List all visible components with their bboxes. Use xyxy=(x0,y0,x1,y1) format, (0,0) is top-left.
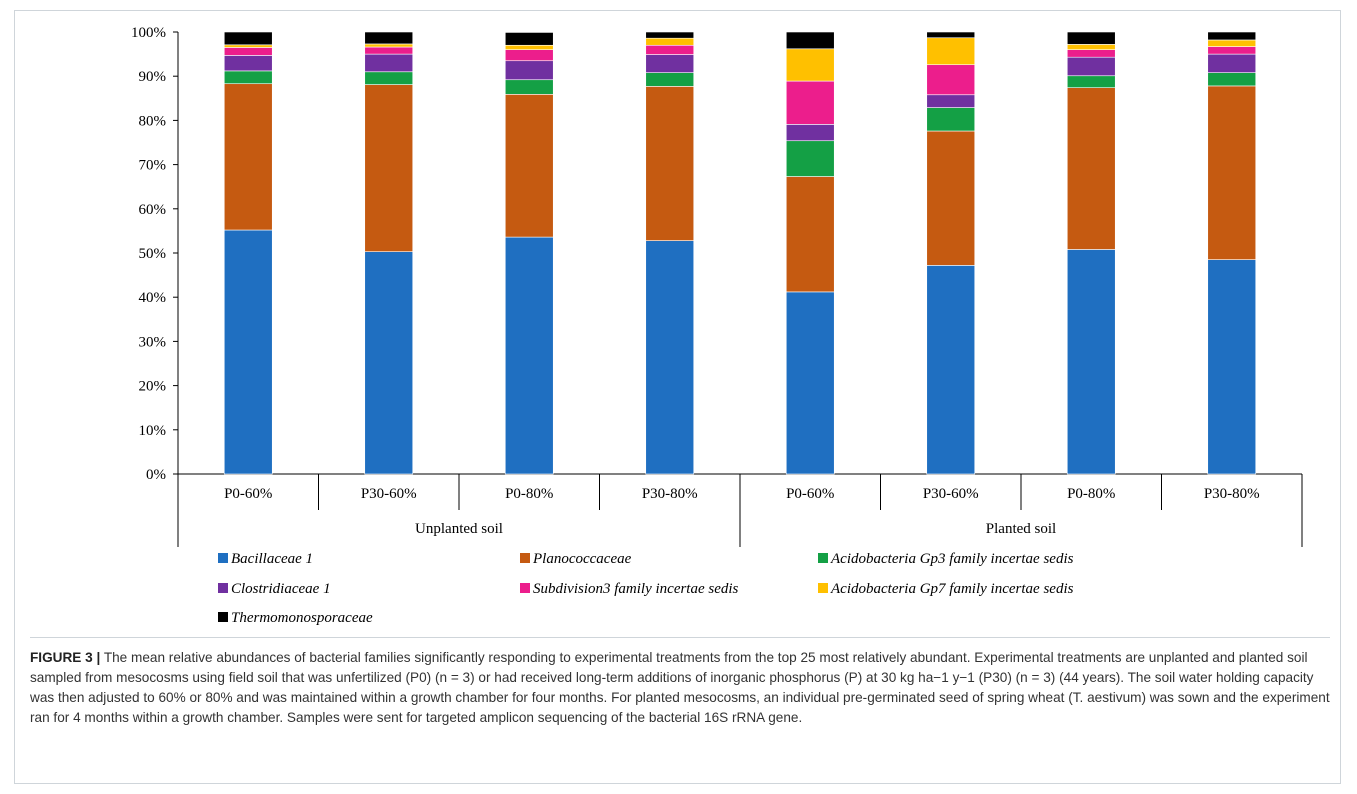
legend-label: Acidobacteria Gp7 family incertae sedis xyxy=(830,581,1074,597)
bar-segment xyxy=(926,265,976,475)
y-tick-label: 100% xyxy=(131,25,166,41)
legend-label: Clostridiaceae 1 xyxy=(231,581,331,597)
y-tick-label: 40% xyxy=(139,290,167,306)
bar-segment xyxy=(1207,39,1257,47)
bar-segment xyxy=(504,32,554,46)
bar-segment xyxy=(785,48,835,82)
y-tick-label: 80% xyxy=(139,113,167,129)
bar-segment xyxy=(223,70,273,85)
y-tick-label: 70% xyxy=(139,158,167,174)
bar-segment xyxy=(364,46,414,55)
bar-segment xyxy=(504,44,554,50)
figure-caption: FIGURE 3 | The mean relative abundances … xyxy=(30,637,1330,728)
bar-segment xyxy=(223,55,273,72)
bar-segment xyxy=(1066,87,1116,250)
bar-segment xyxy=(785,176,835,293)
bar-segment xyxy=(364,251,414,475)
legend-label: Thermomonosporaceae xyxy=(231,610,373,626)
bar-segment xyxy=(223,31,273,46)
bar-segment xyxy=(645,37,695,46)
stacked-bar-chart: 0% 10% 20% 30% 40% 50% 60% 70% 80% 90% 100% P0-60% P… xyxy=(131,25,1303,626)
bar-segment xyxy=(645,240,695,475)
y-tick-label: 10% xyxy=(139,423,167,439)
legend-label: Acidobacteria Gp3 family incertae sedis xyxy=(830,551,1074,567)
bar-segment xyxy=(645,54,695,73)
legend-swatch xyxy=(818,553,828,563)
bar-segment xyxy=(1207,85,1257,260)
y-tick-label: 60% xyxy=(139,202,167,218)
bar-segment xyxy=(926,107,976,132)
bar-segment xyxy=(364,31,414,45)
bar-segment xyxy=(504,60,554,81)
legend-swatch xyxy=(218,583,228,593)
y-tick-label: 0% xyxy=(146,467,166,483)
y-tick-label: 50% xyxy=(139,246,167,262)
bar-segment xyxy=(926,130,976,266)
x-tick-label: P30-80% xyxy=(1204,486,1260,502)
bar-segment xyxy=(504,236,554,475)
legend-swatch xyxy=(520,553,530,563)
bar-segment xyxy=(645,31,695,39)
bar-segment xyxy=(364,53,414,73)
legend-swatch xyxy=(218,612,228,622)
bar-segment xyxy=(504,79,554,95)
x-tick-label: P0-60% xyxy=(786,486,834,502)
bar-segment xyxy=(1066,56,1116,77)
bar-segment xyxy=(223,229,273,475)
bar-segment xyxy=(223,44,273,48)
legend-swatch xyxy=(520,583,530,593)
bar-segment xyxy=(1066,249,1116,475)
x-tick-label: P0-80% xyxy=(1067,486,1115,502)
bar-segment xyxy=(364,43,414,48)
bar-segment xyxy=(1066,75,1116,88)
caption-text: The mean relative abundances of bacteria… xyxy=(30,650,1330,725)
y-tick-label: 20% xyxy=(139,379,167,395)
figure-label: FIGURE 3 | xyxy=(30,650,101,665)
bar-segment xyxy=(785,140,835,177)
group-label: Planted soil xyxy=(986,521,1056,537)
bar-segment xyxy=(504,94,554,238)
bar-segment xyxy=(785,124,835,142)
bar-segment xyxy=(645,44,695,55)
x-tick-label: P30-80% xyxy=(642,486,698,502)
bar-segment xyxy=(223,47,273,56)
bar-segment xyxy=(785,291,835,475)
legend-label: Bacillaceae 1 xyxy=(231,551,313,567)
y-tick-label: 90% xyxy=(139,69,167,85)
bar-segment xyxy=(785,31,835,50)
bar-segment xyxy=(1066,49,1116,58)
x-tick-label: P0-80% xyxy=(505,486,553,502)
bar-segment xyxy=(645,86,695,241)
bar-segment xyxy=(645,72,695,87)
legend-swatch xyxy=(818,583,828,593)
x-tick-label: P0-60% xyxy=(224,486,272,502)
bar-segment xyxy=(1207,46,1257,55)
group-label: Unplanted soil xyxy=(415,521,503,537)
bar-segment xyxy=(364,84,414,252)
bar-segment xyxy=(926,37,976,66)
bar-segment xyxy=(1207,259,1257,475)
bar-segment xyxy=(1207,53,1257,73)
y-tick-label: 30% xyxy=(139,334,167,350)
bar-segment xyxy=(926,31,976,39)
bar-segment xyxy=(1207,72,1257,87)
bar-segment xyxy=(1066,31,1116,45)
bar-segment xyxy=(364,71,414,85)
bar-segment xyxy=(785,80,835,125)
legend-label: Subdivision3 family incertae sedis xyxy=(533,581,739,597)
x-tick-label: P30-60% xyxy=(361,486,417,502)
bar-segment xyxy=(504,49,554,62)
legend-label: Planococcaceae xyxy=(532,551,632,567)
bar-segment xyxy=(926,94,976,108)
bar-segment xyxy=(926,64,976,96)
bar-segment xyxy=(1207,31,1257,41)
legend-swatch xyxy=(218,553,228,563)
bar-segment xyxy=(1066,44,1116,50)
bar-segment xyxy=(223,83,273,231)
x-tick-label: P30-60% xyxy=(923,486,979,502)
